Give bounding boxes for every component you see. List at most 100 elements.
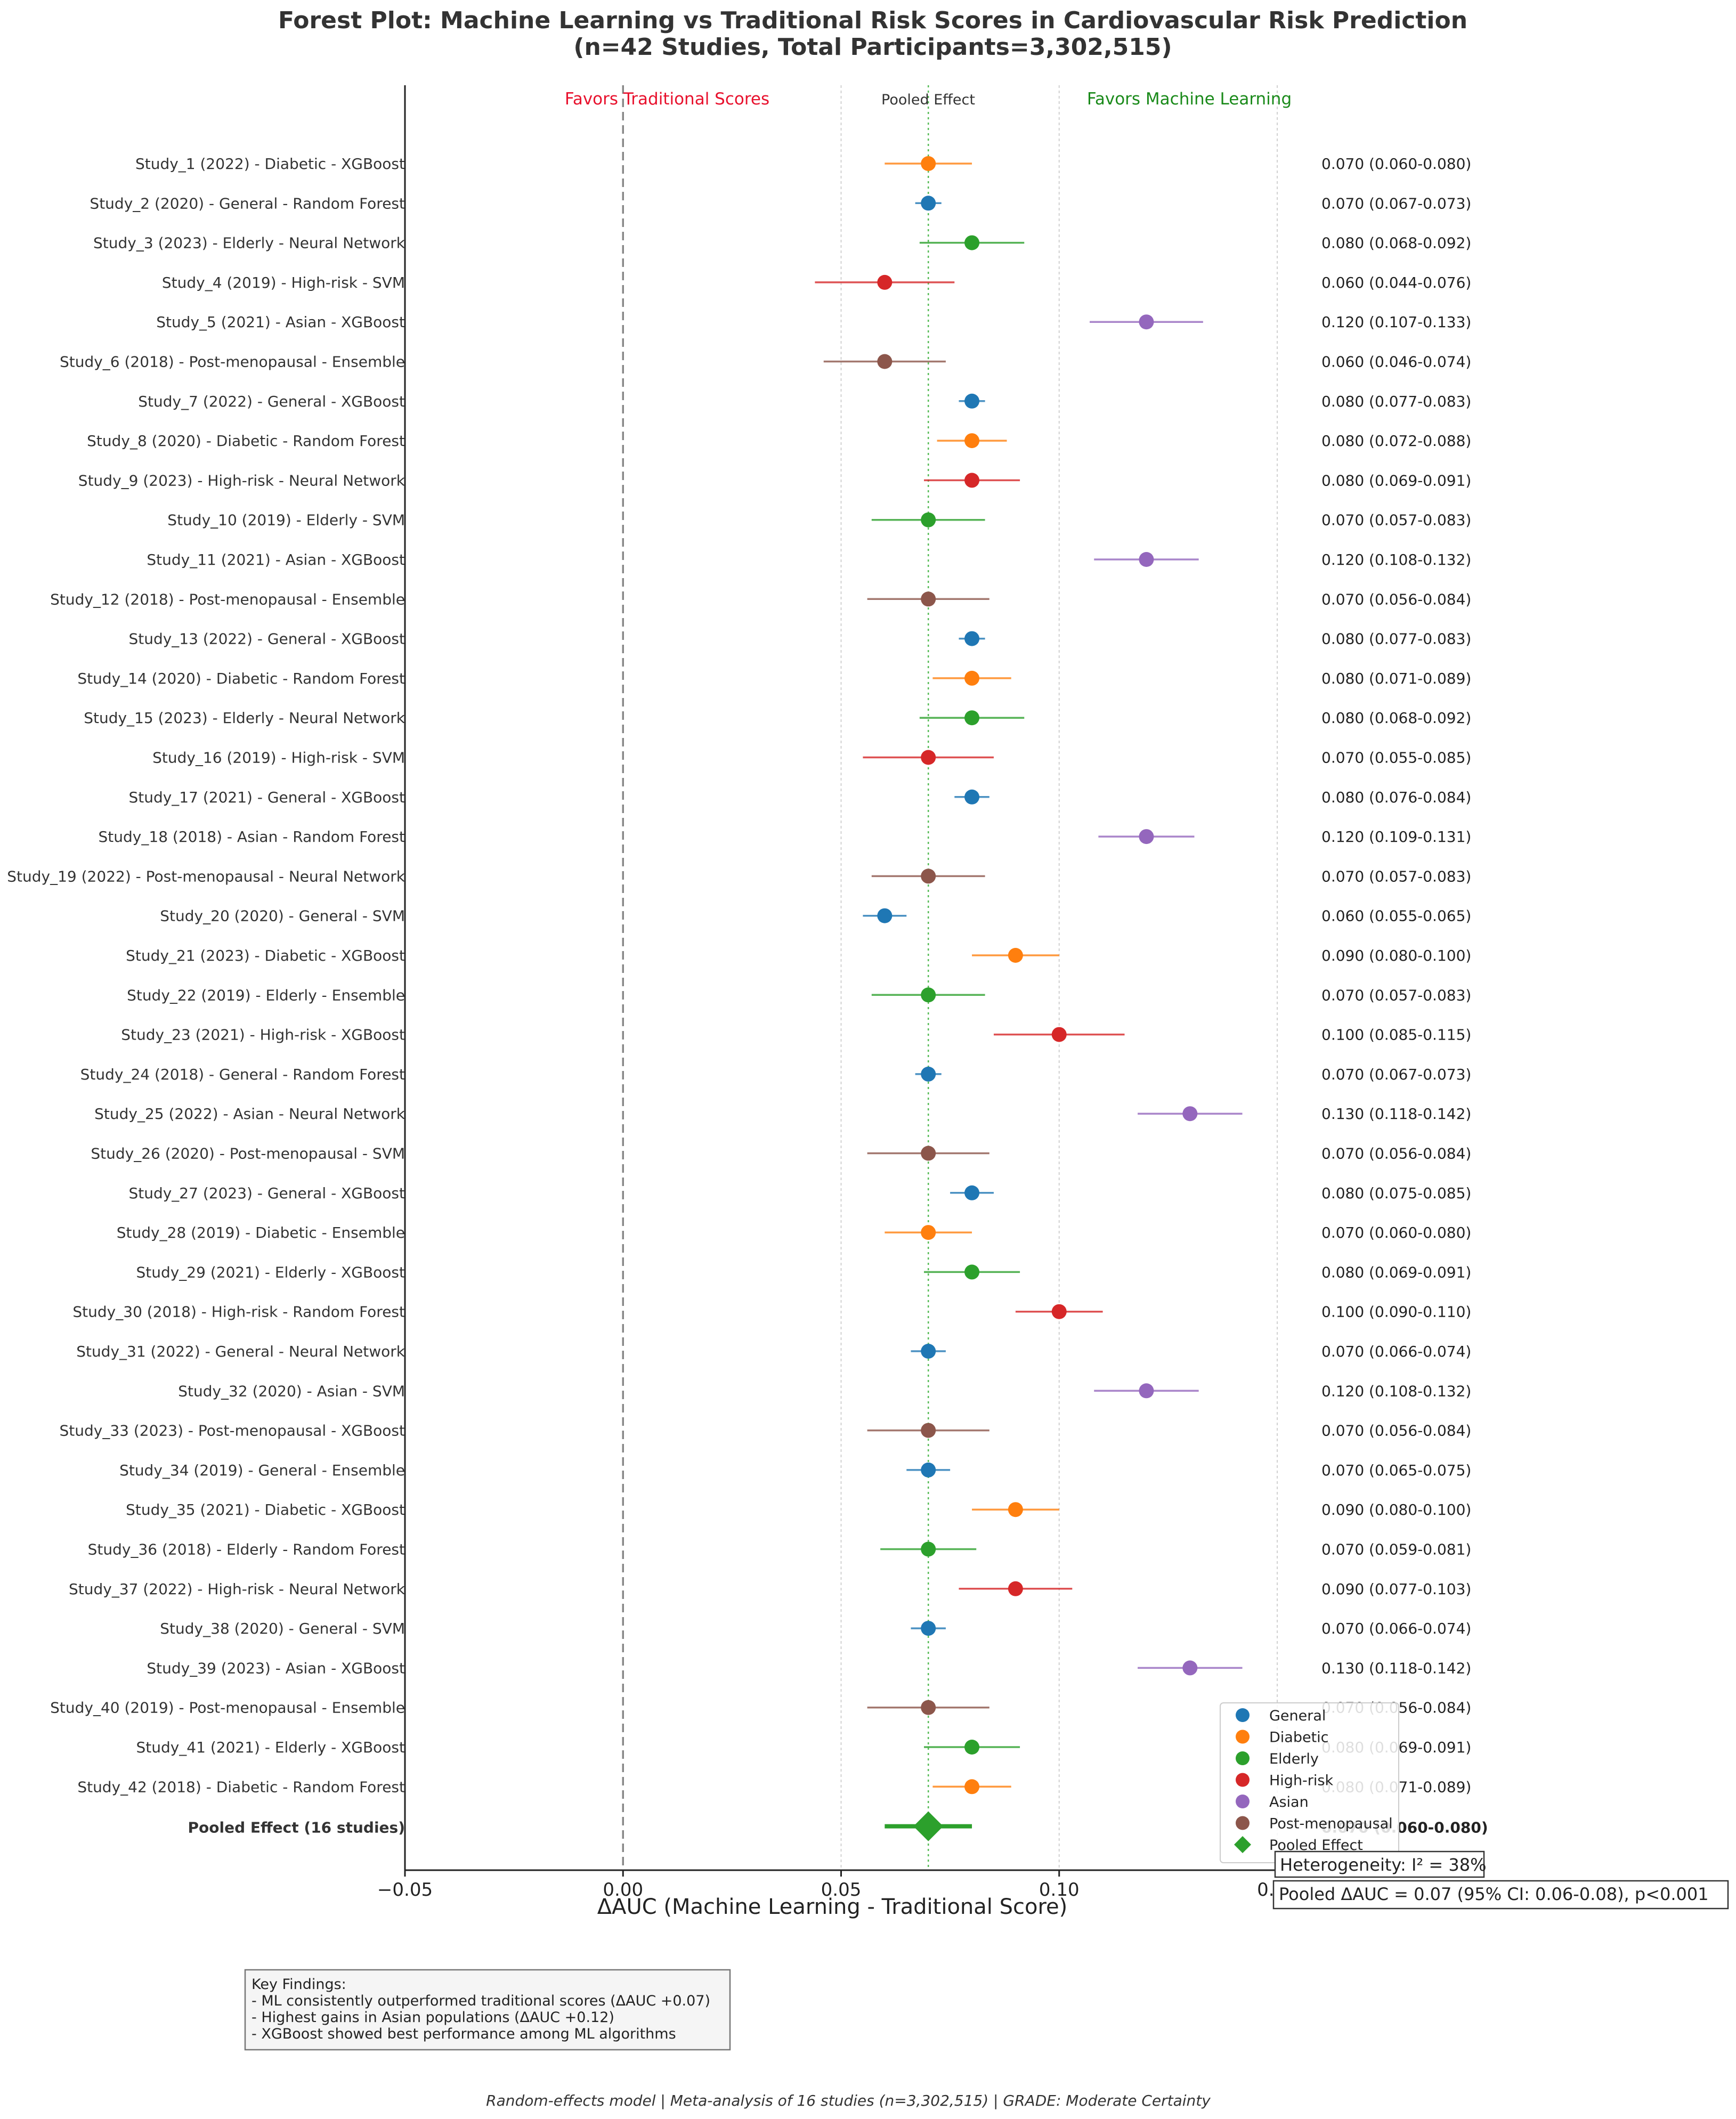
estimate-label: 0.070 (0.059-0.081): [1321, 1541, 1471, 1558]
point-estimate: [1051, 1304, 1067, 1319]
estimate-label: 0.070 (0.055-0.085): [1321, 749, 1471, 767]
estimate-label: 0.070 (0.067-0.073): [1321, 194, 1471, 212]
key-finding-2: - Highest gains in Asian populations (ΔA…: [252, 2009, 614, 2026]
point-estimate: [964, 433, 980, 449]
point-estimate: [877, 908, 893, 923]
gridlines: [622, 85, 1278, 1870]
study-label: Study_40 (2019) - Post-menopausal - Ense…: [50, 1699, 405, 1717]
point-estimate: [921, 512, 936, 527]
point-estimate: [921, 1344, 936, 1359]
study-label: Study_17 (2021) - General - XGBoost: [128, 789, 405, 806]
study-row: Study_9 (2023) - High-risk - Neural Netw…: [78, 472, 1472, 489]
estimate-label: 0.090 (0.080-0.100): [1321, 1501, 1471, 1519]
heterogeneity-box: Heterogeneity: I² = 38%: [1274, 1850, 1487, 1878]
point-estimate: [1008, 1502, 1023, 1517]
study-row: Study_25 (2022) - Asian - Neural Network…: [94, 1105, 1471, 1123]
study-row: Study_8 (2020) - Diabetic - Random Fores…: [87, 432, 1471, 450]
study-row: Study_1 (2022) - Diabetic - XGBoost 0.070…: [135, 155, 1471, 173]
study-row: Study_36 (2018) - Elderly - Random Fores…: [88, 1541, 1472, 1558]
estimate-label: 0.060 (0.055-0.065): [1321, 907, 1471, 925]
estimate-label: 0.070 (0.060-0.080): [1321, 155, 1471, 173]
study-row: Study_7 (2022) - General - XGBoost 0.080 …: [138, 393, 1471, 410]
legend-entry: High-risk: [1269, 1773, 1333, 1789]
point-estimate: [921, 1700, 936, 1715]
study-row: Study_28 (2019) - Diabetic - Ensemble 0.0…: [117, 1224, 1472, 1241]
estimate-label: 0.070 (0.057-0.083): [1321, 986, 1471, 1004]
estimate-label: 0.120 (0.108-0.132): [1321, 1382, 1471, 1400]
estimate-label: 0.120 (0.109-0.131): [1321, 828, 1471, 846]
estimate-label: 0.090 (0.077-0.103): [1321, 1580, 1471, 1598]
study-row: Study_19 (2022) - Post-menopausal - Neur…: [7, 867, 1471, 885]
legend-entry: Asian: [1269, 1794, 1309, 1811]
point-estimate: [964, 670, 980, 686]
point-estimate: [921, 196, 936, 211]
study-label: Study_7 (2022) - General - XGBoost: [138, 393, 405, 410]
favors-traditional-label: Favors Traditional Scores: [565, 90, 769, 109]
point-estimate: [964, 1779, 980, 1795]
study-label: Study_36 (2018) - Elderly - Random Fores…: [88, 1541, 405, 1558]
study-row: Study_26 (2020) - Post-menopausal - SVM 0…: [91, 1145, 1471, 1163]
study-row: Study_2 (2020) - General - Random Forest…: [90, 194, 1471, 212]
study-label: Study_10 (2019) - Elderly - SVM: [167, 512, 405, 529]
study-label: Study_27 (2023) - General - XGBoost: [128, 1184, 405, 1202]
study-row: Study_13 (2022) - General - XGBoost 0.080…: [128, 630, 1471, 648]
point-estimate: [921, 156, 936, 171]
study-label: Study_16 (2019) - High-risk - SVM: [152, 749, 405, 767]
point-estimate: [1008, 948, 1023, 963]
study-label: Study_34 (2019) - General - Ensemble: [119, 1462, 405, 1479]
legend-marker: [1236, 1730, 1250, 1744]
point-estimate: [921, 1146, 936, 1161]
study-rows: Study_1 (2022) - Diabetic - XGBoost 0.070…: [7, 155, 1471, 1796]
key-finding-3: - XGBoost showed best performance among …: [252, 2026, 676, 2042]
study-label: Study_35 (2021) - Diabetic - XGBoost: [126, 1501, 405, 1519]
study-label: Study_25 (2022) - Asian - Neural Network: [94, 1105, 405, 1123]
point-estimate: [921, 1462, 936, 1477]
study-label: Study_22 (2019) - Elderly - Ensemble: [127, 986, 405, 1004]
study-label: Study_26 (2020) - Post-menopausal - SVM: [91, 1145, 405, 1163]
estimate-label: 0.090 (0.080-0.100): [1321, 947, 1471, 964]
legend-marker: [1236, 1816, 1250, 1830]
study-label: Study_18 (2018) - Asian - Random Forest: [99, 828, 405, 846]
estimate-label: 0.130 (0.118-0.142): [1321, 1659, 1471, 1677]
estimate-label: 0.070 (0.056-0.084): [1321, 1422, 1471, 1440]
estimate-label: 0.100 (0.090-0.110): [1321, 1303, 1471, 1321]
study-row: Study_34 (2019) - General - Ensemble 0.07…: [119, 1462, 1471, 1479]
estimate-label: 0.080 (0.076-0.084): [1321, 789, 1471, 806]
legend-marker-diamond: [1234, 1836, 1251, 1853]
study-label: Study_32 (2020) - Asian - SVM: [178, 1382, 405, 1400]
point-estimate: [964, 393, 980, 409]
estimate-label: 0.100 (0.085-0.115): [1321, 1026, 1471, 1044]
key-findings-frame: [244, 1969, 731, 2051]
study-label: Study_19 (2022) - Post-menopausal - Neur…: [7, 867, 405, 885]
point-estimate: [964, 1264, 980, 1280]
study-row: Study_3 (2023) - Elderly - Neural Networ…: [93, 234, 1471, 252]
study-row: Study_33 (2023) - Post-menopausal - XGBo…: [60, 1422, 1472, 1440]
pooled-summary-box: Pooled ΔAUC = 0.07 (95% CI: 0.06-0.08), …: [1272, 1880, 1729, 1910]
study-row: Study_23 (2021) - High-risk - XGBoost 0.1…: [121, 1026, 1471, 1044]
key-findings-box: Key Findings: - ML consistently outperfo…: [244, 1969, 731, 2051]
legend-marker: [1236, 1751, 1250, 1765]
study-row: Study_11 (2021) - Asian - XGBoost 0.120 (…: [147, 551, 1471, 569]
x-tick-label: −0.05: [377, 1879, 433, 1901]
legend-marker: [1236, 1773, 1250, 1787]
study-row: Study_21 (2023) - Diabetic - XGBoost 0.09…: [126, 947, 1471, 964]
x-tick-label: 0.05: [821, 1879, 862, 1901]
estimate-label: 0.080 (0.069-0.091): [1321, 472, 1471, 489]
legend-entry: Elderly: [1269, 1751, 1319, 1767]
study-label: Study_4 (2019) - High-risk - SVM: [162, 274, 405, 291]
study-row: Study_32 (2020) - Asian - SVM 0.120 (0.10…: [178, 1382, 1471, 1400]
study-label: Study_39 (2023) - Asian - XGBoost: [147, 1659, 405, 1677]
x-tick-label: 0.00: [603, 1879, 643, 1901]
estimate-label: 0.080 (0.069-0.091): [1321, 1263, 1471, 1281]
legend-entry: Post-menopausal: [1269, 1816, 1393, 1832]
point-estimate: [964, 631, 980, 646]
study-label: Study_23 (2021) - High-risk - XGBoost: [121, 1026, 405, 1044]
estimate-label: 0.070 (0.056-0.084): [1321, 1145, 1471, 1163]
estimate-label: 0.070 (0.066-0.074): [1321, 1620, 1471, 1637]
estimate-label: 0.080 (0.072-0.088): [1321, 432, 1471, 450]
study-row: Study_6 (2018) - Post-menopausal - Ensem…: [60, 353, 1471, 371]
estimate-label: 0.070 (0.057-0.083): [1321, 512, 1471, 529]
estimate-label: 0.070 (0.067-0.073): [1321, 1066, 1471, 1083]
pooled-effect-header: Pooled Effect: [881, 92, 975, 108]
